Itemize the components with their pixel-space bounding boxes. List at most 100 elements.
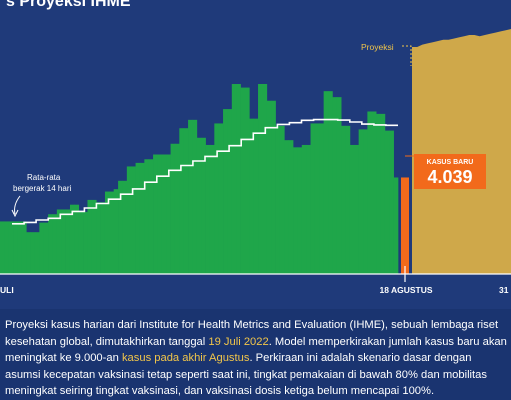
daily-case-bar — [223, 109, 228, 274]
x-tick-label-start: ULI — [0, 285, 14, 295]
daily-case-bar — [266, 100, 272, 274]
caption-part2: . Model memperkirakan jumlah kasus baru … — [5, 335, 507, 365]
daily-case-bar — [153, 154, 158, 274]
latest-case-bar — [401, 177, 409, 274]
daily-case-bar — [354, 144, 359, 274]
daily-case-bar — [52, 214, 58, 274]
daily-case-bar — [332, 97, 338, 274]
x-tick-label-mid: 18 AGUSTUS — [379, 285, 432, 295]
daily-case-bar — [91, 199, 97, 274]
caption-part1: Proyeksi kasus harian dari Institute for… — [5, 319, 499, 348]
daily-case-bar — [166, 154, 171, 274]
daily-case-bar — [192, 119, 198, 274]
projection-leader-line — [402, 45, 412, 66]
daily-case-bar — [306, 144, 311, 274]
daily-case-bar — [214, 123, 220, 275]
daily-case-bar — [126, 166, 132, 274]
projection-label: Proyeksi — [361, 42, 394, 52]
caption-highlight: kasus pada akhir Agustus — [121, 352, 250, 364]
daily-case-bar — [104, 191, 110, 274]
daily-case-bar — [253, 118, 259, 275]
daily-case-bar — [244, 87, 250, 274]
daily-case-bar — [96, 202, 101, 274]
daily-case-bar — [135, 162, 141, 274]
daily-case-bar — [284, 140, 290, 274]
daily-case-bar — [83, 211, 88, 274]
cases-chart: ULI 18 AGUSTUS 31 Proyeksi Rata-rata bergerak… — [0, 29, 511, 295]
daily-case-bar — [122, 180, 128, 274]
daily-case-bar — [183, 128, 189, 274]
daily-case-bar — [328, 91, 333, 274]
daily-case-bar — [227, 109, 233, 274]
daily-case-bar — [341, 125, 346, 274]
daily-case-bar — [21, 221, 27, 274]
daily-case-bar — [367, 111, 373, 274]
daily-case-bar — [161, 154, 167, 274]
daily-case-bar — [345, 125, 351, 274]
caption-part3: . Perkiraan ini adalah skenario dasar de… — [5, 352, 487, 397]
moving-average-label-line2: bergerak 14 hari — [13, 184, 71, 193]
daily-case-bar — [380, 113, 386, 275]
daily-case-bar — [139, 162, 145, 274]
daily-case-bar — [17, 221, 23, 274]
daily-case-bar — [61, 209, 66, 274]
daily-case-bar — [363, 129, 368, 274]
daily-case-bar — [56, 209, 62, 274]
daily-case-bar — [371, 111, 377, 274]
moving-average-label-line1: Rata-rata — [27, 173, 61, 182]
moving-average-line — [12, 118, 398, 225]
daily-case-bar — [201, 137, 206, 274]
daily-case-bar — [249, 118, 255, 275]
daily-case-bar — [209, 144, 215, 274]
daily-case-bar — [113, 189, 119, 274]
daily-case-bar — [8, 221, 14, 274]
daily-case-bar — [319, 123, 324, 275]
daily-case-bar — [240, 87, 246, 274]
daily-case-bar — [271, 100, 276, 274]
daily-case-bar — [179, 128, 185, 274]
new-cases-label: KASUS BARU — [427, 159, 474, 166]
daily-case-bar — [288, 140, 294, 274]
daily-case-bar — [65, 209, 71, 274]
daily-case-bar — [39, 222, 45, 274]
moving-average-arrow-head — [11, 209, 19, 218]
daily-case-bar — [109, 191, 115, 274]
x-tick-label-end: 31 — [499, 285, 509, 295]
chart-title: s Proyeksi IHME — [6, 0, 131, 10]
daily-case-bar — [231, 84, 237, 274]
daily-case-bar — [393, 177, 399, 274]
daily-case-bar — [4, 221, 10, 274]
daily-case-bar — [100, 202, 106, 274]
daily-case-bar — [218, 123, 224, 275]
daily-case-bar — [389, 130, 394, 274]
daily-case-bar — [26, 232, 31, 274]
daily-case-bar — [236, 84, 241, 274]
daily-case-bar — [188, 119, 193, 274]
new-cases-callout-box — [414, 154, 486, 189]
daily-case-bar — [279, 125, 285, 274]
new-cases-value: 4.039 — [427, 167, 472, 187]
daily-case-bar — [349, 144, 355, 274]
daily-case-bar — [170, 143, 176, 274]
daily-case-bar — [0, 221, 5, 274]
moving-average-arrow-line — [14, 195, 21, 215]
daily-case-bar — [258, 84, 263, 274]
caption-date: 19 Juli 2022 — [208, 335, 269, 348]
daily-case-bar — [34, 232, 40, 274]
daily-case-bar — [174, 143, 180, 274]
daily-case-bar — [148, 159, 154, 274]
projection-area — [412, 29, 511, 274]
daily-case-bar — [43, 222, 49, 274]
daily-case-bar — [336, 97, 342, 274]
daily-case-bar — [13, 221, 18, 274]
daily-case-bar — [118, 180, 123, 274]
daily-case-bar — [275, 125, 281, 274]
daily-case-bar — [301, 144, 307, 274]
daily-case-bar — [78, 211, 84, 274]
daily-case-bar — [48, 214, 53, 274]
daily-case-bar — [358, 129, 364, 274]
daily-case-bar — [323, 91, 329, 274]
daily-case-bar — [131, 166, 136, 274]
daily-case-bar — [262, 84, 268, 274]
daily-case-bar — [87, 199, 93, 274]
